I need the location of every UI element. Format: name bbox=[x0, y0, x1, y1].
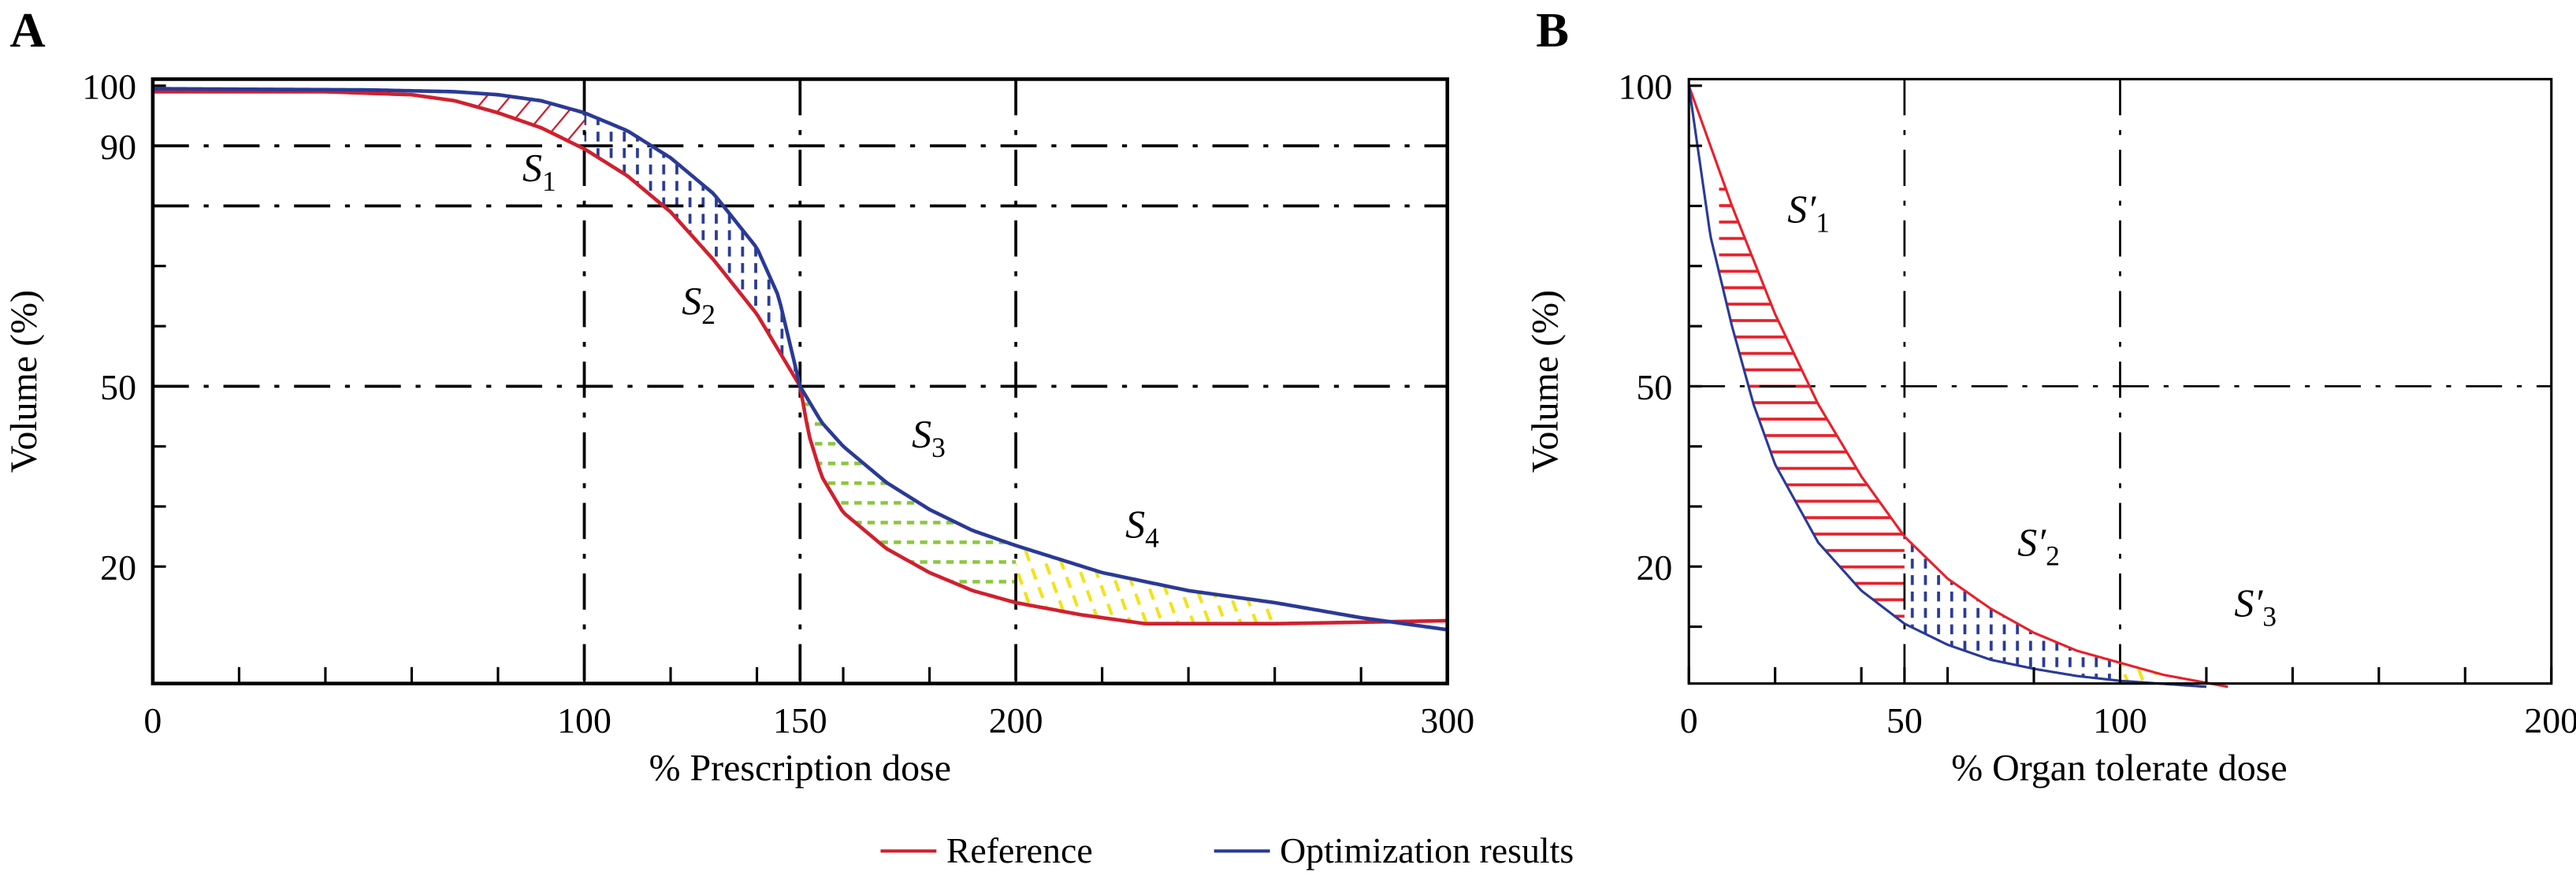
series-line-optimization bbox=[152, 87, 1448, 632]
x-tick-label: 0 bbox=[143, 700, 162, 741]
region-label-symbol: S bbox=[682, 279, 701, 323]
panel-letter: A bbox=[10, 2, 46, 58]
x-tick-label: 150 bbox=[773, 700, 827, 741]
y-axis-label: Volume (%) bbox=[1524, 290, 1566, 473]
y-tick-label: 50 bbox=[1636, 367, 1672, 407]
region-label: S3 bbox=[912, 411, 946, 463]
x-tick-label: 50 bbox=[1886, 700, 1923, 741]
y-tick-label: 90 bbox=[100, 127, 136, 167]
panel-letter: B bbox=[1536, 2, 1569, 58]
y-axis-label: Volume (%) bbox=[3, 290, 45, 473]
x-axis-label: % Organ tolerate dose bbox=[1951, 748, 2287, 789]
x-tick-label: 0 bbox=[1680, 700, 1698, 741]
region-label: S′3 bbox=[2234, 581, 2277, 633]
region-label: S′2 bbox=[2017, 520, 2060, 572]
shaded-region-2 bbox=[584, 113, 801, 387]
series-line-reference bbox=[1687, 85, 2228, 689]
region-label-subscript: 2 bbox=[2046, 540, 2060, 572]
legend: Reference Optimization results bbox=[880, 830, 1574, 870]
x-axis-label: % Prescription dose bbox=[649, 748, 951, 789]
x-tick-label: 100 bbox=[557, 700, 611, 741]
region-label: S′1 bbox=[1787, 187, 1830, 239]
legend-label-reference: Reference bbox=[946, 830, 1093, 870]
region-label-symbol: S bbox=[912, 411, 931, 455]
x-tick-label: 200 bbox=[2524, 700, 2576, 741]
shaded-region-3 bbox=[2120, 663, 2164, 685]
y-tick-label: 100 bbox=[82, 66, 136, 106]
region-label-symbol: S′ bbox=[2017, 520, 2046, 564]
panel-a: A Volume (%) % Prescription dose 0 100 150… bbox=[3, 2, 1474, 789]
region-label-symbol: S′ bbox=[1787, 187, 1816, 231]
shaded-region-4 bbox=[1016, 545, 1275, 624]
region-label-symbol: S bbox=[522, 146, 542, 190]
panel-b: B Volume (%) % Organ tolerate dose 0 50 10… bbox=[1524, 2, 2576, 789]
region-label-subscript: 1 bbox=[1816, 206, 1830, 238]
shaded-region-1 bbox=[1719, 169, 1905, 624]
region-label-subscript: 3 bbox=[2262, 601, 2277, 633]
y-tick-label: 50 bbox=[100, 367, 136, 407]
region-label-subscript: 1 bbox=[542, 165, 556, 197]
region-label-symbol: S′ bbox=[2234, 581, 2263, 625]
region-label: S4 bbox=[1125, 502, 1159, 554]
region-label: S2 bbox=[682, 279, 716, 331]
region-label-subscript: 2 bbox=[701, 299, 716, 330]
y-tick-label: 100 bbox=[1619, 66, 1673, 106]
x-tick-label: 200 bbox=[989, 700, 1043, 741]
x-tick-label: 100 bbox=[2093, 700, 2147, 741]
region-label-subscript: 3 bbox=[931, 432, 946, 463]
shaded-region-3 bbox=[800, 386, 1017, 603]
region-label-subscript: 4 bbox=[1145, 522, 1159, 554]
x-tick-label: 300 bbox=[1420, 700, 1474, 741]
region-label-symbol: S bbox=[1125, 502, 1145, 546]
y-tick-label: 20 bbox=[1636, 548, 1672, 588]
shaded-region-2 bbox=[1904, 536, 2121, 681]
legend-label-optimization: Optimization results bbox=[1280, 830, 1574, 870]
region-label: S1 bbox=[522, 146, 556, 198]
y-tick-label: 20 bbox=[100, 548, 136, 588]
